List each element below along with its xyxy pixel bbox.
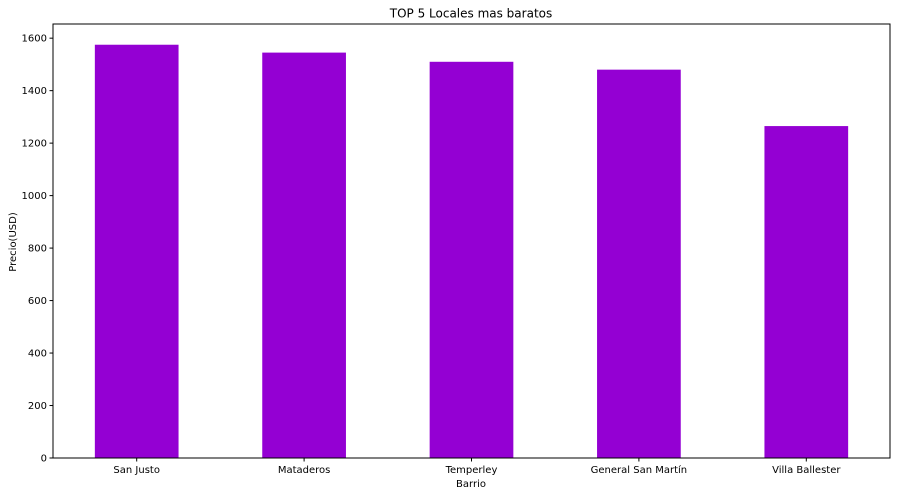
y-axis-ticks: 0 200 400 600 800 1000 1200 1400 1600 xyxy=(22,34,53,465)
y-tick-label: 800 xyxy=(28,244,47,255)
x-axis-label: Barrio xyxy=(456,479,486,490)
y-tick-label: 200 xyxy=(28,401,47,412)
bar xyxy=(262,52,346,459)
bars-group xyxy=(94,44,849,459)
bar xyxy=(597,69,681,459)
x-tick-label: Temperley xyxy=(445,465,498,476)
x-tick-label: General San Martín xyxy=(591,464,687,476)
x-axis-ticks: San Justo Mataderos Temperley General San M… xyxy=(113,458,841,476)
y-tick-label: 1000 xyxy=(22,191,47,202)
y-tick-label: 1400 xyxy=(22,86,47,97)
bar xyxy=(764,126,849,458)
chart-title: TOP 5 Locales mas baratos xyxy=(389,7,553,21)
bar xyxy=(429,61,514,459)
plot-frame xyxy=(52,23,891,459)
y-axis-label: Precio(USD) xyxy=(8,212,19,272)
y-tick-label: 400 xyxy=(28,349,47,360)
x-tick-label: Mataderos xyxy=(278,465,331,476)
y-tick-label: 0 xyxy=(41,454,47,465)
y-tick-label: 600 xyxy=(28,296,47,307)
x-tick-label: San Justo xyxy=(113,465,160,476)
y-tick-label: 1200 xyxy=(22,139,47,150)
x-tick-label: Villa Ballester xyxy=(772,465,841,476)
bar xyxy=(94,44,179,459)
y-tick-label: 1600 xyxy=(22,34,47,45)
